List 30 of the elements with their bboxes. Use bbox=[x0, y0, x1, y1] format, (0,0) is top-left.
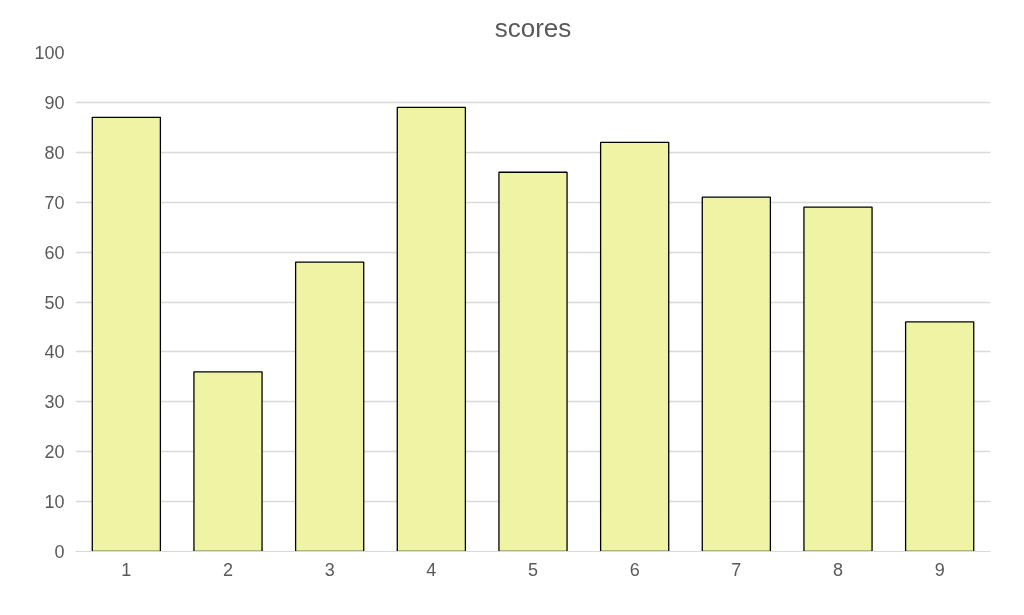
x-tick-label: 8 bbox=[832, 559, 844, 580]
bar bbox=[498, 171, 568, 552]
y-tick-label: 80 bbox=[44, 142, 65, 163]
x-tick-label: 2 bbox=[222, 559, 234, 580]
chart-title: scores bbox=[494, 12, 572, 43]
y-tick-label: 50 bbox=[44, 292, 65, 313]
x-tick-label: 5 bbox=[527, 559, 539, 580]
bar bbox=[803, 206, 873, 552]
y-tick-label: 60 bbox=[44, 242, 65, 263]
bar bbox=[701, 196, 772, 552]
y-tick-label: 90 bbox=[44, 92, 65, 113]
y-tick-label: 20 bbox=[44, 442, 65, 463]
bar bbox=[193, 371, 263, 552]
x-tick-label: 1 bbox=[121, 559, 132, 580]
y-tick-label: 40 bbox=[44, 342, 65, 363]
x-tick-label: 6 bbox=[629, 559, 640, 580]
bar bbox=[294, 261, 365, 552]
bar bbox=[396, 106, 467, 552]
y-tick-label: 100 bbox=[34, 43, 65, 63]
x-tick-label: 3 bbox=[324, 559, 335, 580]
x-tick-label: 4 bbox=[426, 559, 437, 580]
x-tick-label: 7 bbox=[731, 559, 742, 580]
bar bbox=[904, 321, 975, 552]
y-tick-label: 70 bbox=[44, 192, 65, 213]
bar bbox=[91, 116, 162, 552]
x-tick-label: 9 bbox=[934, 559, 945, 580]
y-tick-label: 10 bbox=[44, 492, 65, 513]
y-tick-label: 30 bbox=[44, 392, 65, 413]
bar bbox=[599, 141, 670, 552]
y-tick-label: 0 bbox=[54, 542, 65, 562]
